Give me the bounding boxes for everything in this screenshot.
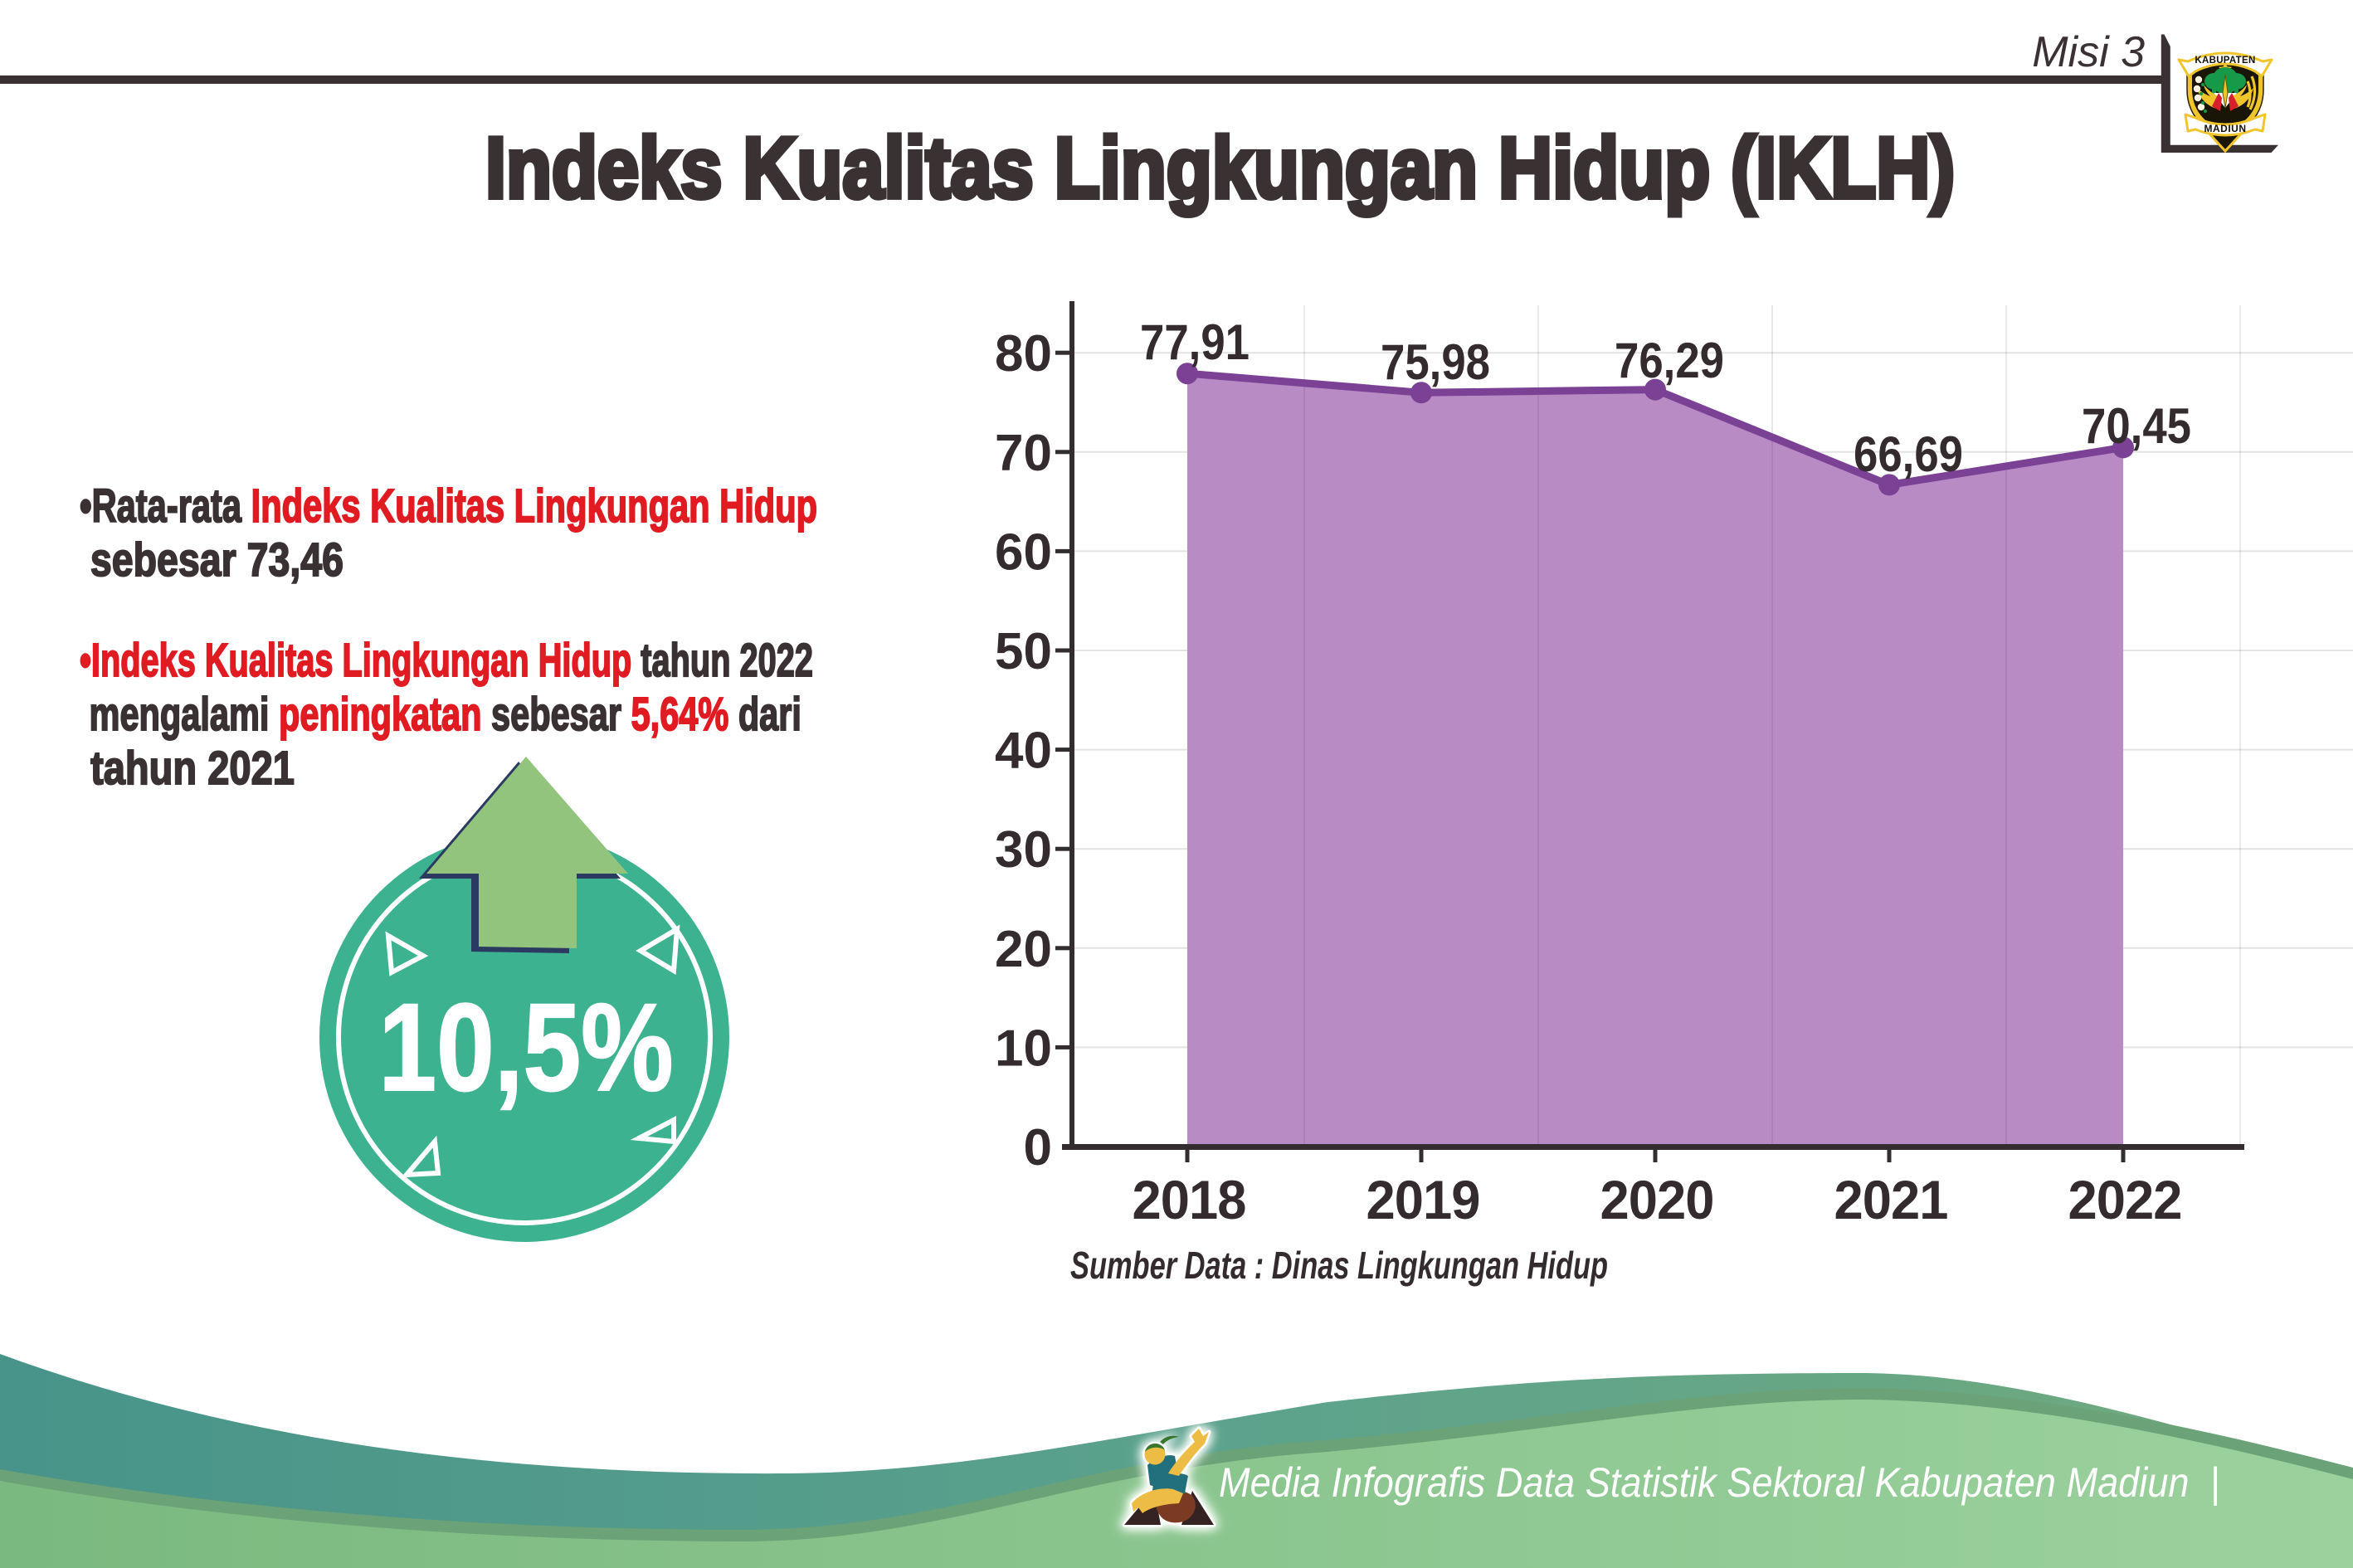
svg-text:50: 50	[995, 623, 1052, 680]
svg-text:80: 80	[995, 325, 1052, 382]
svg-text:77,91: 77,91	[1140, 314, 1250, 370]
svg-text:20: 20	[995, 921, 1052, 978]
svg-text:0: 0	[1024, 1119, 1052, 1176]
svg-text:2022: 2022	[2068, 1169, 2182, 1230]
svg-text:10: 10	[995, 1020, 1052, 1077]
svg-text:2018: 2018	[1133, 1169, 1246, 1230]
svg-text:KABUPATEN: KABUPATEN	[2195, 56, 2255, 66]
svg-text:60: 60	[995, 523, 1052, 581]
svg-text:70,45: 70,45	[2082, 398, 2191, 454]
svg-text:75,98: 75,98	[1381, 334, 1490, 390]
svg-text:2020: 2020	[1600, 1169, 1714, 1230]
svg-text:Sumber Data : Dinas Lingkungan: Sumber Data : Dinas Lingkungan Hidup	[1070, 1244, 1608, 1287]
svg-text:30: 30	[995, 821, 1052, 879]
svg-text:40: 40	[995, 723, 1052, 780]
svg-text:Misi 3: Misi 3	[2032, 28, 2145, 76]
svg-text:2019: 2019	[1366, 1169, 1480, 1230]
svg-text:2021: 2021	[1834, 1169, 1948, 1230]
svg-text:MADIUN: MADIUN	[2204, 123, 2247, 134]
svg-text:76,29: 76,29	[1615, 333, 1724, 388]
svg-text:66,69: 66,69	[1854, 426, 1963, 482]
svg-text:70: 70	[995, 425, 1052, 482]
